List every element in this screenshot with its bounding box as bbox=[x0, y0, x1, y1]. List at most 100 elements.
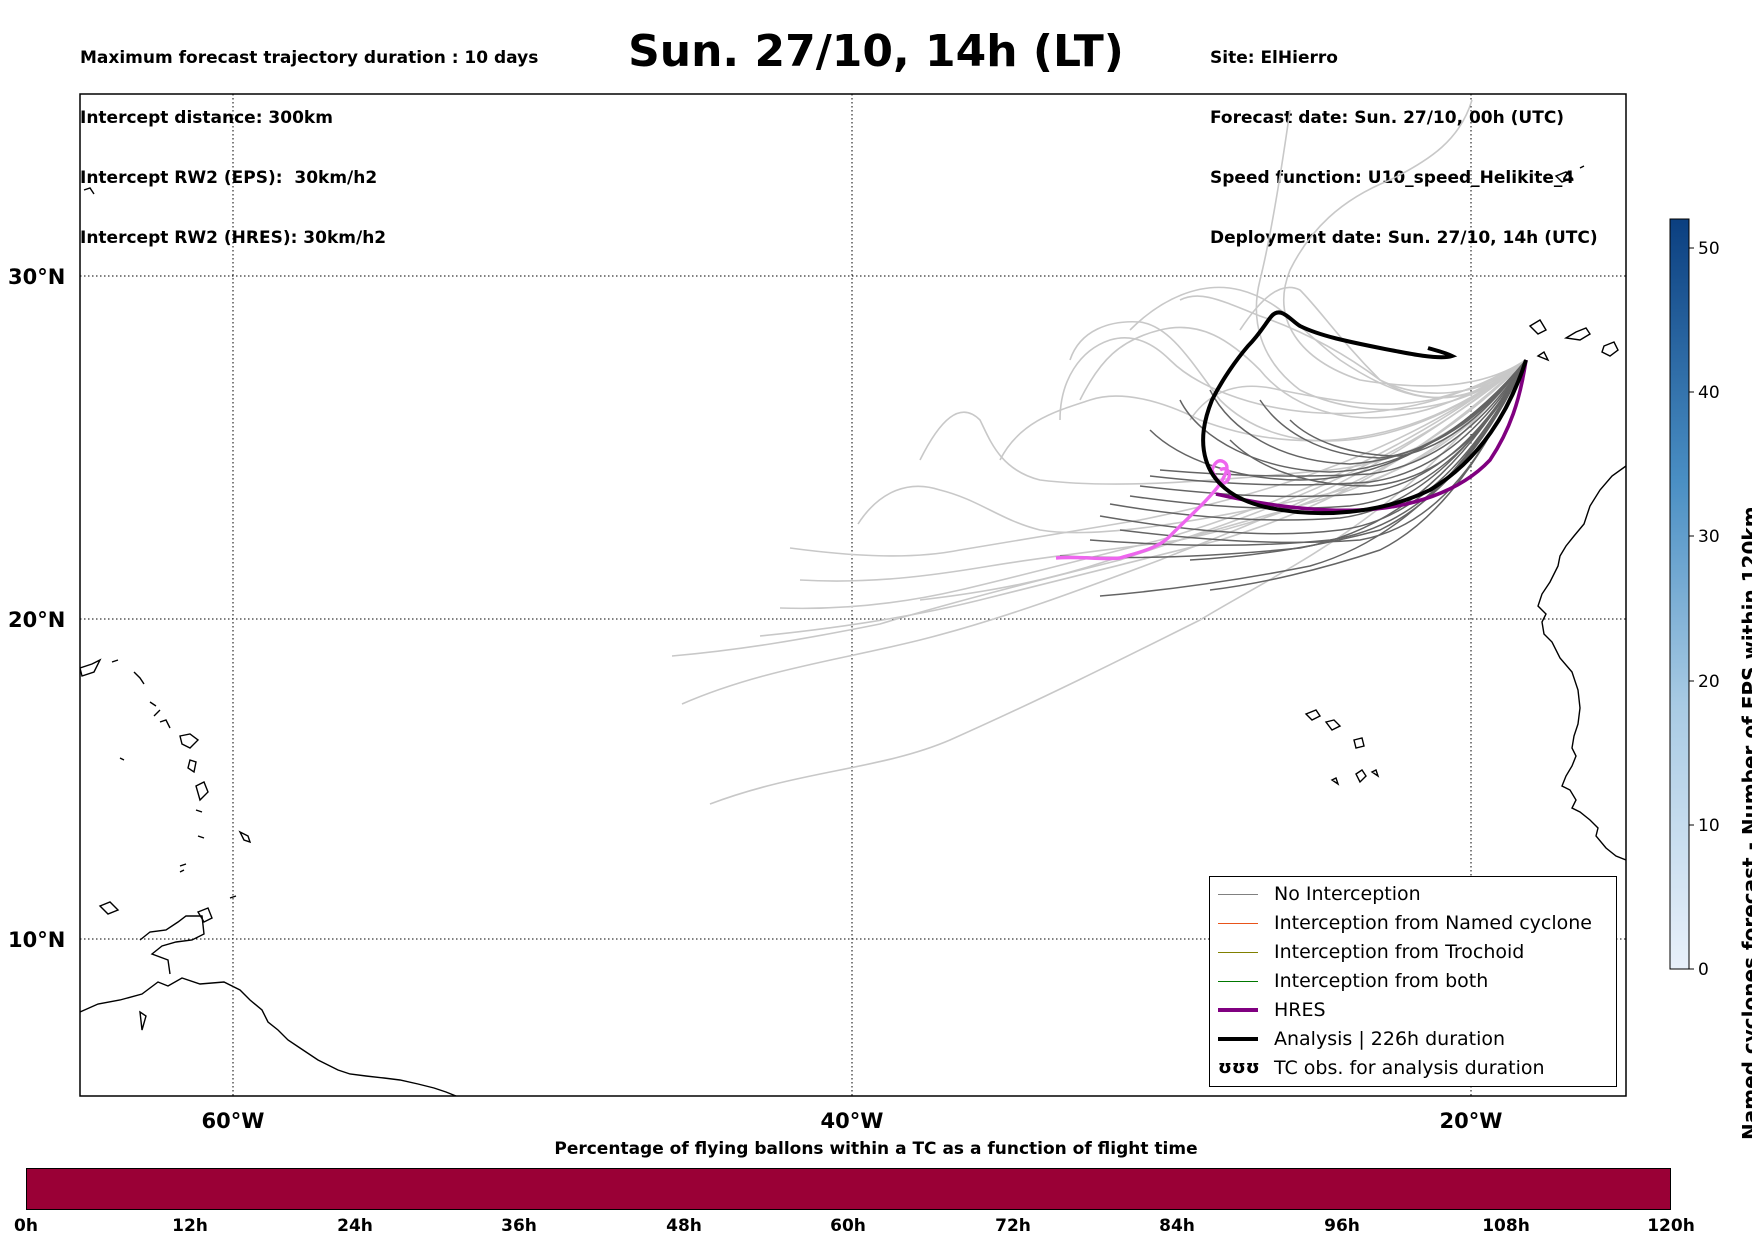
longitude-labels: 60°W 40°W 20°W bbox=[202, 1109, 1503, 1133]
eps-trajectory bbox=[759, 359, 1527, 637]
eps-trajectory bbox=[1209, 359, 1527, 465]
colorbar: 0 10 20 30 40 50 bbox=[1669, 218, 1720, 980]
map-frame bbox=[79, 93, 1627, 1097]
colorbar-tick-label: 30 bbox=[1698, 527, 1720, 547]
eps-trajectory bbox=[1179, 295, 1527, 399]
legend-label: HRES bbox=[1274, 999, 1326, 1021]
coastline-caribbean-islands bbox=[80, 658, 252, 1031]
colorbar-tick-label: 10 bbox=[1698, 816, 1720, 836]
percentage-tick-label: 84h bbox=[1159, 1216, 1195, 1236]
eps-trajectory bbox=[1289, 359, 1527, 457]
legend-item-tc-obs: ʊʊʊ TC obs. for analysis duration bbox=[1218, 1055, 1545, 1081]
header-right-line: Deployment date: Sun. 27/10, 14h (UTC) bbox=[1210, 228, 1598, 248]
eps-trajectory bbox=[789, 359, 1527, 557]
header-left-line: Intercept RW2 (HRES): 30km/h2 bbox=[80, 228, 387, 248]
hres-trajectory bbox=[1215, 359, 1528, 513]
eps-trajectory bbox=[1059, 359, 1527, 559]
legend-item-no-interception: No Interception bbox=[1218, 881, 1421, 907]
colorbar-title: Named cyclones forecast - Number of EPS … bbox=[1738, 506, 1752, 1140]
lat-label: 10°N bbox=[8, 928, 65, 952]
legend-swatch bbox=[1218, 980, 1258, 982]
eps-trajectory bbox=[1079, 326, 1527, 419]
eps-trajectories-light bbox=[671, 99, 1527, 805]
cyclone-symbols-icon: ʊʊʊ bbox=[1218, 1057, 1260, 1078]
legend-swatch bbox=[1218, 893, 1258, 895]
coastline-venezuela-north bbox=[139, 915, 205, 975]
legend-swatch bbox=[1218, 1037, 1258, 1041]
lon-label: 20°W bbox=[1440, 1109, 1503, 1133]
colorbar-tick-label: 20 bbox=[1698, 672, 1720, 692]
eps-trajectory bbox=[1239, 286, 1527, 394]
colorbar-tick-label: 0 bbox=[1698, 960, 1709, 980]
colorbar-tick-label: 50 bbox=[1698, 239, 1720, 259]
hres-trajectory-early bbox=[1055, 459, 1229, 561]
legend-label: No Interception bbox=[1274, 883, 1421, 905]
header-left-line: Intercept distance: 300km bbox=[80, 108, 333, 128]
legend-label: Interception from both bbox=[1274, 970, 1489, 992]
lat-label: 20°N bbox=[8, 608, 65, 632]
eps-trajectory bbox=[1149, 359, 1527, 486]
map-legend: No Interception Interception from Named … bbox=[1209, 876, 1617, 1087]
legend-swatch bbox=[1218, 951, 1258, 953]
coastline-florida-bahamas bbox=[83, 187, 125, 761]
header-right-info: Site: ElHierro Forecast date: Sun. 27/10… bbox=[1210, 8, 1598, 268]
legend-label: Interception from Named cyclone bbox=[1274, 912, 1592, 934]
coastline-south-america bbox=[80, 977, 457, 1096]
coastline-africa bbox=[1537, 465, 1626, 861]
coastline-trinidad bbox=[196, 907, 213, 923]
legend-swatch bbox=[1218, 1008, 1258, 1012]
percentage-tick-label: 0h bbox=[14, 1216, 38, 1236]
percentage-tick-label: 108h bbox=[1482, 1216, 1530, 1236]
legend-swatch bbox=[1218, 922, 1258, 924]
eps-trajectory bbox=[1099, 359, 1527, 535]
latitude-labels: 30°N 20°N 10°N bbox=[8, 265, 65, 952]
legend-item-hres: HRES bbox=[1218, 997, 1326, 1023]
legend-label: TC obs. for analysis duration bbox=[1274, 1057, 1545, 1079]
percentage-bar bbox=[26, 1168, 1671, 1210]
coastline-canary-islands bbox=[1528, 319, 1619, 362]
percentage-tick-label: 48h bbox=[666, 1216, 702, 1236]
eps-trajectory bbox=[1129, 286, 1527, 399]
percentage-tick-label: 120h bbox=[1647, 1216, 1695, 1236]
coastlines bbox=[80, 165, 1626, 1096]
legend-label: Analysis | 226h duration bbox=[1274, 1028, 1506, 1050]
header-right-line: Site: ElHierro bbox=[1210, 48, 1338, 68]
eps-trajectory bbox=[1099, 359, 1527, 597]
percentage-tick-label: 12h bbox=[172, 1216, 208, 1236]
analysis-trajectory bbox=[1201, 310, 1528, 516]
page-title: Sun. 27/10, 14h (LT) bbox=[628, 26, 1124, 77]
coastline-madeira bbox=[1554, 165, 1585, 183]
percentage-tick-label: 24h bbox=[337, 1216, 373, 1236]
eps-trajectory bbox=[1259, 359, 1527, 459]
colorbar-tick-label: 40 bbox=[1698, 383, 1720, 403]
lon-label: 40°W bbox=[821, 1109, 884, 1133]
legend-item-named-cyclone: Interception from Named cyclone bbox=[1218, 910, 1592, 936]
percentage-bar-title: Percentage of flying ballons within a TC… bbox=[554, 1139, 1198, 1159]
eps-trajectory bbox=[1189, 359, 1527, 561]
lon-label: 60°W bbox=[202, 1109, 265, 1133]
colorbar-gradient bbox=[1669, 218, 1690, 970]
legend-item-trochoid: Interception from Trochoid bbox=[1218, 939, 1524, 965]
eps-trajectory bbox=[1189, 359, 1527, 421]
header-left-info: Maximum forecast trajectory duration : 1… bbox=[80, 8, 538, 268]
colorbar-ticks: 0 10 20 30 40 50 bbox=[1689, 239, 1720, 980]
coastline-cape-verde bbox=[1304, 709, 1380, 786]
eps-trajectory bbox=[1139, 359, 1527, 498]
eps-trajectory bbox=[919, 359, 1527, 485]
eps-trajectory bbox=[1283, 99, 1527, 387]
legend-label: Interception from Trochoid bbox=[1274, 941, 1525, 963]
eps-trajectory bbox=[1059, 337, 1527, 421]
percentage-tick-label: 60h bbox=[830, 1216, 866, 1236]
header-left-line: Maximum forecast trajectory duration : 1… bbox=[80, 48, 539, 68]
eps-trajectory bbox=[1255, 109, 1527, 411]
percentage-tick-label: 36h bbox=[501, 1216, 537, 1236]
header-right-line: Speed function: U10_speed_Helikite_4 bbox=[1210, 168, 1575, 188]
header-left-line: Intercept RW2 (EPS): 30km/h2 bbox=[80, 168, 378, 188]
eps-trajectory bbox=[1229, 359, 1527, 487]
lat-label: 30°N bbox=[8, 265, 65, 289]
percentage-tick-label: 72h bbox=[995, 1216, 1031, 1236]
eps-trajectory bbox=[1089, 359, 1527, 547]
legend-item-both: Interception from both bbox=[1218, 968, 1488, 994]
legend-item-analysis: Analysis | 226h duration bbox=[1218, 1026, 1505, 1052]
